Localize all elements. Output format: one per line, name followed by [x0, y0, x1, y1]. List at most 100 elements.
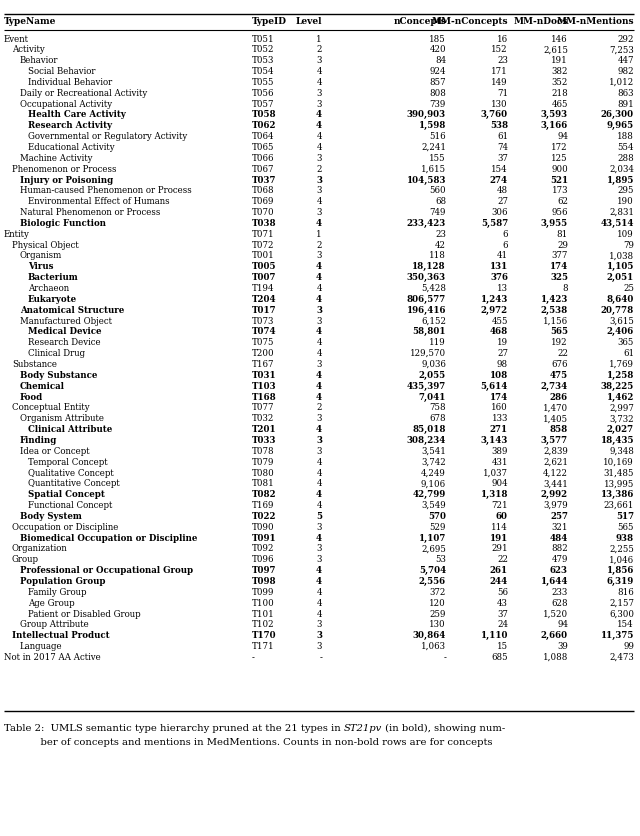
- Text: 4: 4: [316, 371, 322, 380]
- Text: T056: T056: [252, 89, 275, 98]
- Text: 1,769: 1,769: [609, 360, 634, 369]
- Text: 3: 3: [317, 89, 322, 98]
- Text: 739: 739: [429, 99, 446, 109]
- Text: 365: 365: [618, 339, 634, 347]
- Text: 3,593: 3,593: [541, 110, 568, 120]
- Text: 4: 4: [316, 295, 322, 304]
- Text: 1,644: 1,644: [541, 577, 568, 586]
- Text: 3: 3: [316, 436, 322, 445]
- Text: 3,541: 3,541: [421, 446, 446, 456]
- Text: 27: 27: [497, 197, 508, 206]
- Text: 8,640: 8,640: [607, 295, 634, 304]
- Text: 233,423: 233,423: [407, 219, 446, 228]
- Text: 196,416: 196,416: [406, 306, 446, 315]
- Text: 3: 3: [317, 415, 322, 423]
- Text: 155: 155: [429, 154, 446, 163]
- Text: 109: 109: [617, 230, 634, 239]
- Text: 16: 16: [497, 34, 508, 43]
- Text: 291: 291: [492, 544, 508, 553]
- Text: T103: T103: [252, 382, 276, 390]
- Text: 3,441: 3,441: [543, 479, 568, 488]
- Text: Human-caused Phenomenon or Process: Human-caused Phenomenon or Process: [20, 186, 192, 196]
- Text: 9,036: 9,036: [421, 360, 446, 369]
- Text: 7,041: 7,041: [419, 393, 446, 401]
- Text: 390,903: 390,903: [407, 110, 446, 120]
- Text: 554: 554: [618, 143, 634, 152]
- Text: 3: 3: [317, 317, 322, 325]
- Text: 521: 521: [550, 176, 568, 185]
- Text: 6,319: 6,319: [607, 577, 634, 586]
- Text: 858: 858: [550, 425, 568, 434]
- Text: 1,856: 1,856: [607, 566, 634, 575]
- Text: 185: 185: [429, 34, 446, 43]
- Text: 58,801: 58,801: [413, 328, 446, 336]
- Text: 191: 191: [551, 56, 568, 65]
- Text: Manufactured Object: Manufactured Object: [20, 317, 112, 325]
- Text: 1,423: 1,423: [541, 295, 568, 304]
- Text: 2,831: 2,831: [609, 208, 634, 217]
- Text: 3,732: 3,732: [609, 415, 634, 423]
- Text: T171: T171: [252, 642, 275, 651]
- Text: T055: T055: [252, 78, 275, 87]
- Text: 130: 130: [429, 620, 446, 630]
- Text: 382: 382: [552, 67, 568, 76]
- Text: 4: 4: [316, 328, 322, 336]
- Text: 5,587: 5,587: [481, 219, 508, 228]
- Text: -: -: [319, 653, 322, 662]
- Text: Physical Object: Physical Object: [12, 241, 79, 250]
- Text: 904: 904: [492, 479, 508, 488]
- Text: 3: 3: [316, 631, 322, 640]
- Text: Educational Activity: Educational Activity: [28, 143, 115, 152]
- Text: Spatial Concept: Spatial Concept: [28, 490, 105, 499]
- Text: -: -: [443, 653, 446, 662]
- Text: 125: 125: [552, 154, 568, 163]
- Text: Language: Language: [20, 642, 63, 651]
- Text: 1,012: 1,012: [609, 78, 634, 87]
- Text: 2,157: 2,157: [609, 599, 634, 608]
- Text: 4: 4: [316, 566, 322, 575]
- Text: 271: 271: [490, 425, 508, 434]
- Text: 4: 4: [316, 393, 322, 401]
- Text: 152: 152: [492, 45, 508, 54]
- Text: 389: 389: [492, 446, 508, 456]
- Text: 352: 352: [552, 78, 568, 87]
- Text: 420: 420: [429, 45, 446, 54]
- Text: ber of concepts and mentions in MedMentions. Counts in non-bold rows are for con: ber of concepts and mentions in MedMenti…: [28, 738, 493, 747]
- Text: 29: 29: [557, 241, 568, 250]
- Text: T052: T052: [252, 45, 275, 54]
- Text: 1,038: 1,038: [609, 252, 634, 261]
- Text: 4: 4: [317, 599, 322, 608]
- Text: 2,992: 2,992: [541, 490, 568, 499]
- Text: 68: 68: [435, 197, 446, 206]
- Text: Idea or Concept: Idea or Concept: [20, 446, 90, 456]
- Text: 24: 24: [497, 620, 508, 630]
- Text: 2,839: 2,839: [543, 446, 568, 456]
- Text: 3,742: 3,742: [421, 457, 446, 466]
- Text: 479: 479: [552, 555, 568, 564]
- Text: T051: T051: [252, 34, 275, 43]
- Text: 3,615: 3,615: [609, 317, 634, 325]
- Text: T073: T073: [252, 317, 275, 325]
- Text: 13,995: 13,995: [604, 479, 634, 488]
- Text: 308,234: 308,234: [406, 436, 446, 445]
- Text: 6: 6: [502, 230, 508, 239]
- Text: 3: 3: [317, 555, 322, 564]
- Text: Environmental Effect of Humans: Environmental Effect of Humans: [28, 197, 170, 206]
- Text: 2,695: 2,695: [421, 544, 446, 553]
- Text: 325: 325: [550, 273, 568, 283]
- Text: 4: 4: [317, 468, 322, 477]
- Text: Chemical: Chemical: [20, 382, 65, 390]
- Text: Body System: Body System: [20, 512, 82, 521]
- Text: 4: 4: [317, 197, 322, 206]
- Text: 173: 173: [552, 186, 568, 196]
- Text: 274: 274: [490, 176, 508, 185]
- Text: 2,972: 2,972: [481, 306, 508, 315]
- Text: 43: 43: [497, 599, 508, 608]
- Text: 4: 4: [316, 490, 322, 499]
- Text: T091: T091: [252, 533, 276, 543]
- Text: 2,034: 2,034: [609, 165, 634, 174]
- Text: nConcepts: nConcepts: [393, 18, 446, 27]
- Text: 286: 286: [550, 393, 568, 401]
- Text: 676: 676: [552, 360, 568, 369]
- Text: 4: 4: [317, 479, 322, 488]
